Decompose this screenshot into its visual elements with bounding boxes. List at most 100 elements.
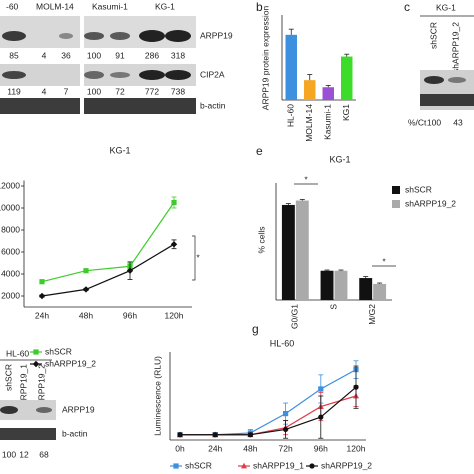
x-tick-label: 48h xyxy=(243,443,257,453)
band xyxy=(84,32,104,40)
bar xyxy=(373,283,387,300)
quant-value: 100 xyxy=(427,117,441,127)
line xyxy=(41,243,175,297)
quant-label: %/Ct xyxy=(408,117,427,127)
protein-label: b-actin xyxy=(200,100,226,110)
lane-label: KG-1 xyxy=(155,1,175,11)
x-tick-label: HL-60 xyxy=(286,104,296,127)
blot-strip xyxy=(0,98,80,114)
quant-value: 100 xyxy=(2,449,16,459)
blot-strip xyxy=(0,64,80,86)
band xyxy=(139,70,165,80)
marker xyxy=(171,199,177,206)
blot-title: HL-60 xyxy=(6,348,29,358)
significance: * xyxy=(196,252,200,262)
x-tick-label: 96h xyxy=(314,443,328,453)
band xyxy=(448,77,466,83)
line xyxy=(180,386,357,436)
protein-label: ARPP19 xyxy=(62,404,95,414)
marker xyxy=(283,411,289,417)
blot-a: -60 MOLM-14 Kasumi-1 KG-1 ARPP19 CIP2A b… xyxy=(0,1,233,114)
blot-strip xyxy=(84,98,196,114)
band xyxy=(139,30,165,42)
band xyxy=(0,428,56,440)
marker xyxy=(82,286,90,293)
bar xyxy=(304,80,316,100)
blot-strip xyxy=(0,400,56,420)
significance: * xyxy=(382,256,386,266)
x-tick-label: 0h xyxy=(175,443,185,453)
panel-label: e xyxy=(256,144,263,158)
x-tick-label: M/G2 xyxy=(367,304,377,325)
marker xyxy=(126,267,134,274)
legend-label: shSCR xyxy=(405,184,432,194)
quant-value: 772 xyxy=(145,86,159,96)
lane-label: shSCR xyxy=(3,364,13,391)
legend-label: shARPP19_1 xyxy=(253,460,304,470)
lane-label: shARPP19_2 xyxy=(450,22,460,73)
legend-label: shARPP19_2 xyxy=(405,198,456,208)
band xyxy=(2,71,26,79)
blot-title: KG-1 xyxy=(436,2,456,12)
quant-value: 4 xyxy=(42,50,47,60)
y-axis-label: ARPP19 protein expression xyxy=(260,6,270,111)
band xyxy=(0,406,18,414)
quant-value: 286 xyxy=(145,50,159,60)
quant-value: 72 xyxy=(115,86,125,96)
marker xyxy=(318,386,324,392)
lane-label: shARPP19_1 xyxy=(18,364,28,415)
quant-value: 738 xyxy=(171,86,185,96)
band xyxy=(420,94,474,106)
bar xyxy=(359,278,373,300)
bar xyxy=(295,200,309,300)
band xyxy=(165,30,191,42)
legend-label: shSCR xyxy=(45,346,72,356)
x-tick-label: 96h xyxy=(123,310,137,320)
quant-value: 7 xyxy=(64,86,69,96)
protein-label: CIP2A xyxy=(200,69,225,79)
chart-title: KG-1 xyxy=(329,154,350,164)
x-tick-label: G0/G1 xyxy=(290,304,300,329)
bar xyxy=(322,87,334,100)
bar xyxy=(341,56,353,100)
protein-label: ARPP19 xyxy=(200,30,233,40)
marker xyxy=(38,292,46,300)
x-tick-label: 48h xyxy=(79,310,93,320)
legend-marker xyxy=(173,463,179,469)
y-tick-label: 4000 xyxy=(1,268,20,278)
line xyxy=(180,395,357,436)
quant-value: 85 xyxy=(9,50,19,60)
marker xyxy=(212,432,218,438)
legend-marker xyxy=(241,462,247,469)
bar xyxy=(320,270,334,300)
x-tick-label: 72h xyxy=(279,443,293,453)
legend-marker xyxy=(32,360,40,368)
bar xyxy=(281,204,295,300)
x-tick-label: 120h xyxy=(165,310,184,320)
legend-label: shARPP19_2 xyxy=(45,358,96,368)
legend-marker xyxy=(309,463,315,469)
panel-label: b xyxy=(256,0,263,14)
lane-label: shARPP19_2 xyxy=(36,364,46,415)
y-tick-label: 10000 xyxy=(0,202,20,212)
quant-value: 43 xyxy=(453,117,463,127)
blot-f: HL-60 shSCR shARPP19_1 shARPP19_2 ARPP19… xyxy=(0,348,95,440)
blot-c: c KG-1 shSCR shARPP19_2 %/Ct xyxy=(404,0,474,127)
lane-label: MOLM-14 xyxy=(36,1,74,11)
chart-title: HL-60 xyxy=(270,338,295,348)
x-tick-label: 120h xyxy=(347,443,366,453)
quant-value: 119 xyxy=(7,86,21,96)
band xyxy=(424,76,444,84)
x-tick-label: 24h xyxy=(208,443,222,453)
y-axis-label: % cells xyxy=(256,227,266,254)
bar xyxy=(285,34,297,101)
legend-marker xyxy=(33,349,39,355)
y-tick-label: 8000 xyxy=(1,224,20,234)
x-tick-label: S xyxy=(328,304,338,310)
quant-value: 68 xyxy=(39,449,49,459)
marker xyxy=(353,384,359,390)
x-tick-label: 24h xyxy=(35,310,49,320)
marker xyxy=(39,279,45,285)
